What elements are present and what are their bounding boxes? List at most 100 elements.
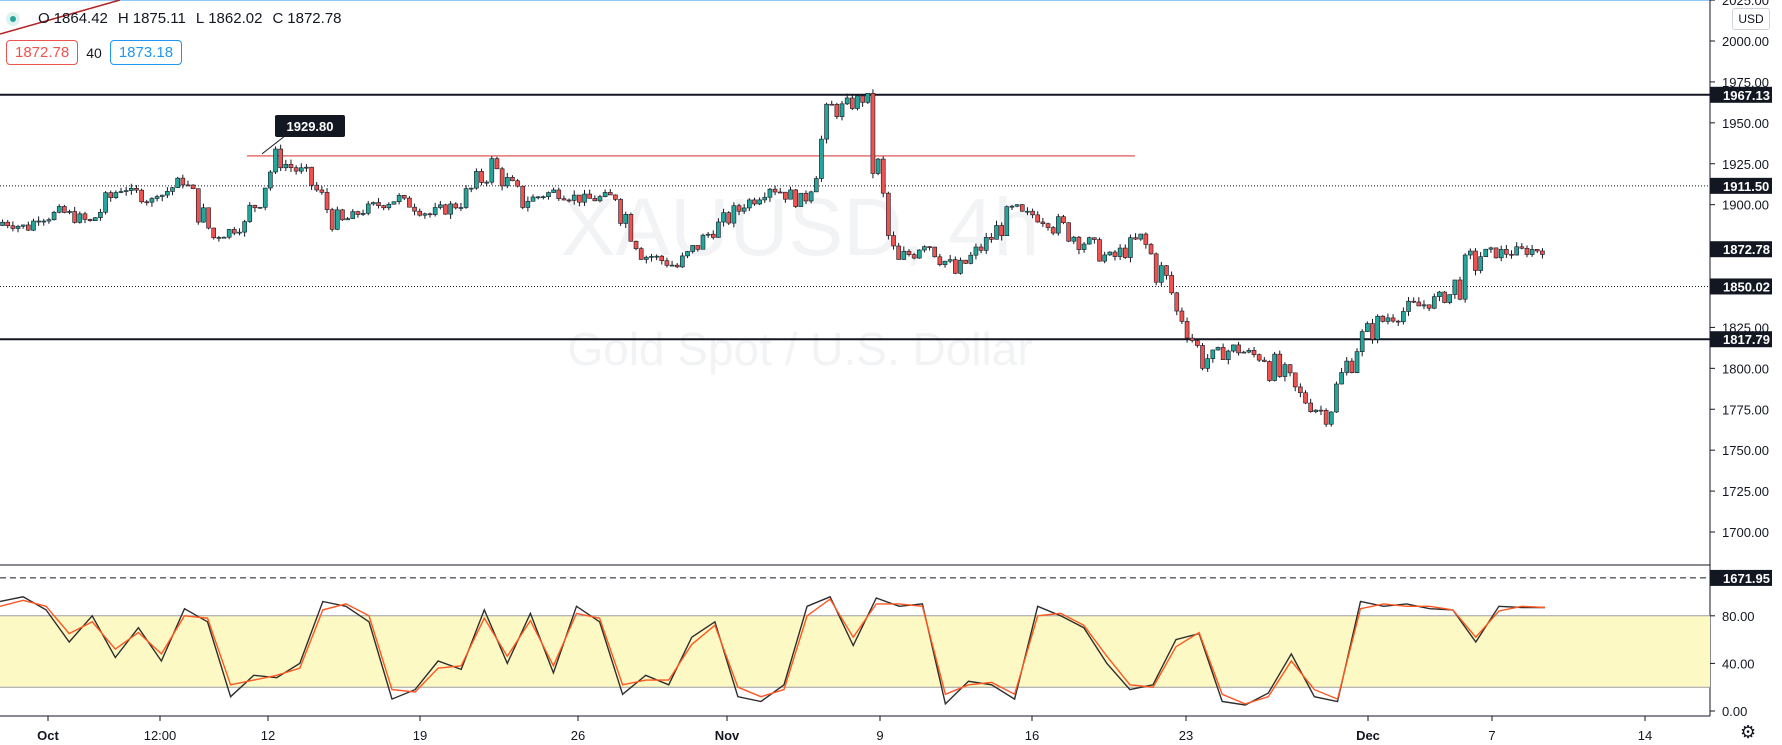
candle-body [386, 203, 392, 209]
candle-body [1468, 250, 1473, 256]
candle-body [875, 158, 881, 174]
candle-body [108, 192, 114, 198]
candle-body [587, 193, 592, 199]
price-tick-label: 2000.00 [1722, 34, 1769, 49]
candle-body [731, 205, 737, 224]
candle-body [1107, 251, 1113, 256]
candle-body [1277, 353, 1283, 377]
candle-body [690, 245, 695, 252]
candle-body [499, 168, 505, 187]
candle-body [0, 221, 5, 226]
candle-body [268, 171, 273, 189]
candle-body [288, 164, 294, 169]
candle-body [237, 231, 242, 234]
candle-body [674, 264, 680, 268]
candle-body [381, 205, 386, 209]
candle-body [1540, 250, 1545, 255]
candle-body [1447, 294, 1453, 303]
candle-body [335, 209, 340, 230]
candle-body [92, 217, 98, 221]
candle-body [978, 246, 984, 251]
candle-body [190, 184, 196, 189]
candle-body [685, 251, 690, 257]
candle-body [257, 206, 263, 209]
candle-body [1102, 254, 1107, 262]
candle-body [1251, 350, 1257, 356]
candle-body [515, 180, 520, 187]
sell-button[interactable]: 1872.78 [6, 40, 79, 65]
candle-body [829, 103, 835, 106]
candle-body [1076, 236, 1082, 250]
candle-body [396, 195, 402, 202]
price-tick-label: 1750.00 [1722, 443, 1769, 458]
candle-body [953, 259, 958, 274]
level-label-bg [1710, 331, 1772, 348]
candle-body [896, 245, 901, 260]
candle-body [1117, 247, 1123, 257]
candle-body [1298, 386, 1303, 394]
level-label-bg [1710, 177, 1772, 194]
candle-body [360, 212, 366, 215]
stoch-band [0, 615, 1710, 688]
candle-body [865, 93, 871, 103]
level-label: 1817.79 [1723, 332, 1770, 347]
buy-button[interactable]: 1873.18 [109, 40, 183, 65]
spread-value: 40 [86, 44, 102, 61]
candle-body [1200, 345, 1205, 369]
candle-body [1056, 216, 1061, 234]
candle-body [1112, 251, 1118, 257]
candle-body [365, 203, 371, 214]
candle-body [443, 204, 448, 215]
candle-body [139, 189, 144, 203]
price-tick-label: 1900.00 [1722, 198, 1769, 213]
candle-body [1267, 361, 1272, 381]
candle-body [607, 192, 613, 196]
time-tick-label: 26 [571, 728, 585, 743]
candle-body [1189, 337, 1195, 341]
candle-body [262, 187, 268, 208]
candle-body [1045, 223, 1051, 228]
candle-body [968, 254, 974, 264]
candle-body [1406, 300, 1411, 312]
candle-body [309, 166, 314, 186]
candle-body [1411, 300, 1416, 303]
level-label-bg [1710, 86, 1772, 103]
candle-body [839, 103, 845, 117]
stoch-tick-label: 80.00 [1722, 609, 1755, 624]
candle-body [525, 200, 531, 208]
candle-body [36, 220, 41, 223]
candle-body [211, 227, 217, 239]
candle-body [1061, 216, 1066, 224]
currency-button[interactable]: USD [1732, 8, 1770, 30]
candle-body [15, 225, 21, 229]
candle-body [1365, 323, 1370, 332]
candle-body [165, 191, 170, 196]
candle-body [170, 187, 175, 192]
candle-body [947, 259, 953, 262]
candle-body [922, 246, 927, 251]
candle-body [659, 255, 665, 262]
candle-body [860, 95, 865, 103]
price-tick-label: 1700.00 [1722, 525, 1769, 540]
candle-body [932, 246, 938, 258]
candle-body [494, 158, 500, 170]
candle-body [1174, 292, 1180, 312]
candle-body [654, 255, 659, 258]
candle-body [304, 166, 309, 169]
stoch-tick-label: 0.00 [1722, 704, 1747, 719]
candle-body [504, 177, 510, 187]
candle-body [989, 237, 994, 240]
gear-icon[interactable]: ⚙ [1740, 722, 1757, 742]
candle-body [1184, 321, 1190, 339]
price-tick-label: 1725.00 [1722, 484, 1769, 499]
candle-body [649, 256, 654, 258]
candle-body [1133, 237, 1138, 240]
candle-body [1323, 410, 1329, 425]
trend-line [0, 0, 121, 35]
candle-body [484, 181, 489, 184]
candle-body [391, 201, 397, 205]
candle-body [113, 192, 119, 198]
candle-body [453, 203, 459, 209]
